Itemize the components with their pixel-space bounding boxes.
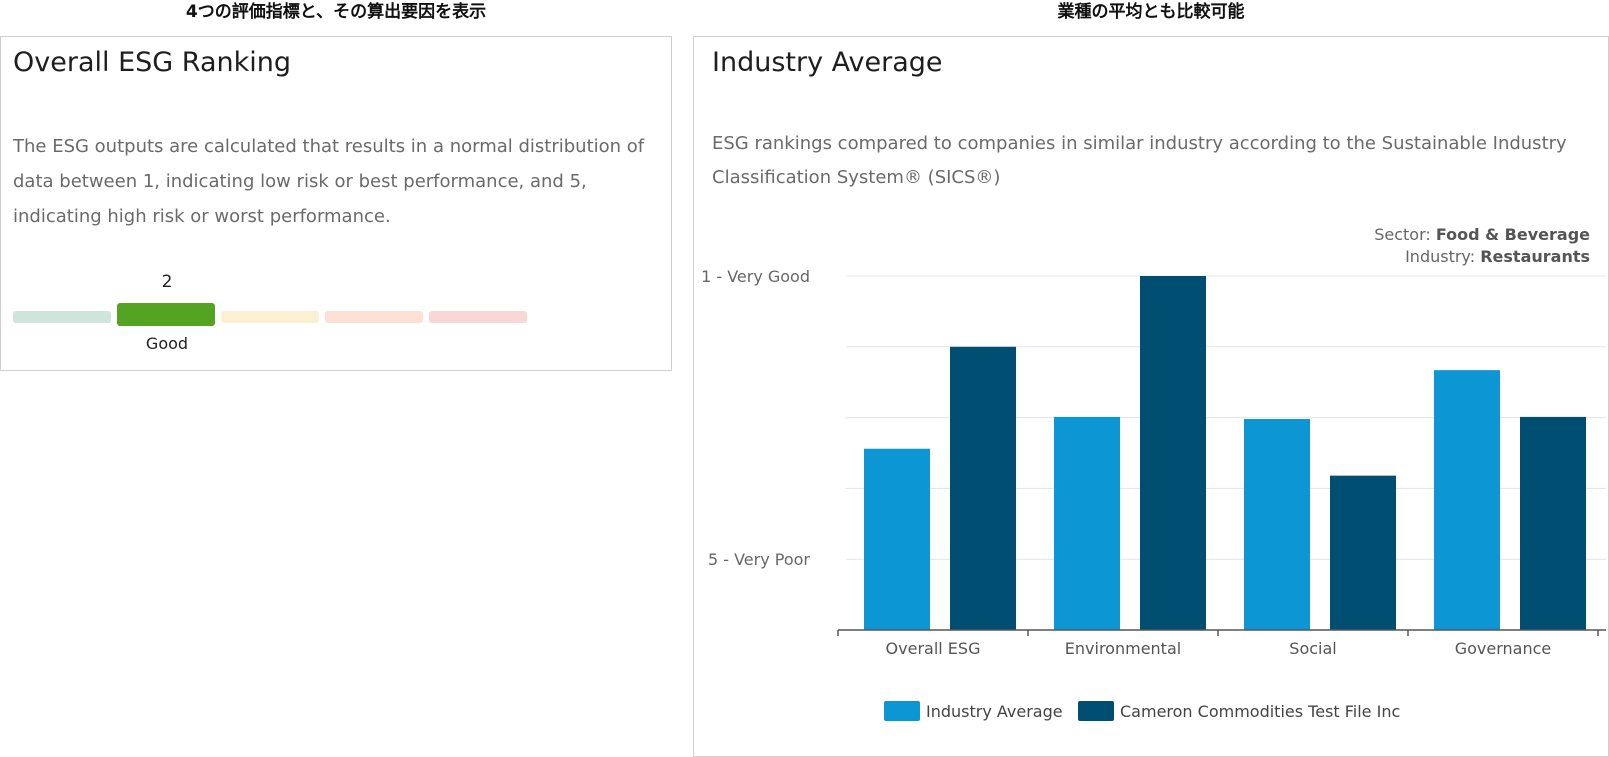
y-tick-label-1: 1 - Very Good	[701, 267, 810, 286]
bar-1-governance	[1520, 416, 1586, 630]
industry-card-description: ESG rankings compared to companies in si…	[712, 133, 1567, 188]
sector-value: Food & Beverage	[1435, 225, 1590, 244]
rank-value: 2	[161, 272, 173, 292]
bar-1-overall-esg	[950, 346, 1016, 630]
y-tick-label-2: 5 - Very Poor	[708, 550, 810, 569]
industry-label: Industry:	[1405, 247, 1476, 266]
caption-right: 業種の平均とも比較可能	[1057, 2, 1245, 22]
bar-0-governance	[1434, 370, 1500, 630]
industry-line: Industry: Restaurants	[1405, 247, 1590, 266]
ranking-card-description: The ESG outputs are calculated that resu…	[13, 136, 645, 227]
x-tick-label-2: Environmental	[1065, 639, 1181, 658]
legend-label-2: Cameron Commodities Test File Inc	[1120, 702, 1400, 721]
sector-line: Sector: Food & Beverage	[1374, 225, 1590, 244]
bar-1-environmental	[1140, 276, 1206, 630]
esg-comparison-bar-chart: 1 - Very Good 5 - Very Poor Overall ESG Env…	[701, 267, 1606, 721]
industry-card-title: Industry Average	[712, 47, 943, 78]
caption-left: 4つの評価指標と、その算出要因を表示	[185, 2, 487, 22]
ranking-scale-segment-2	[117, 303, 215, 326]
ranking-scale	[13, 303, 533, 337]
industry-average-card: Industry Average ESG rankings compared t…	[693, 36, 1609, 757]
legend-label-1: Industry Average	[926, 702, 1063, 721]
ranking-scale-segment-1	[13, 311, 111, 323]
x-tick-label-4: Governance	[1455, 639, 1552, 658]
ranking-scale-segment-4	[325, 311, 423, 323]
industry-value: Restaurants	[1480, 247, 1590, 266]
sector-label: Sector:	[1374, 225, 1431, 244]
bar-0-environmental	[1054, 416, 1120, 630]
legend-swatch-1	[884, 701, 920, 721]
x-tick-label-3: Social	[1289, 639, 1336, 658]
legend-swatch-2	[1078, 701, 1114, 721]
bar-1-social	[1330, 475, 1396, 630]
ranking-scale-segment-3	[221, 311, 319, 323]
ranking-scale-segment-5	[429, 311, 527, 323]
bar-0-social	[1244, 419, 1310, 630]
x-tick-label-1: Overall ESG	[886, 639, 981, 658]
bar-0-overall-esg	[864, 448, 930, 630]
rank-label: Good	[145, 334, 189, 353]
ranking-card-title: Overall ESG Ranking	[13, 47, 291, 78]
overall-esg-ranking-card: Overall ESG Ranking The ESG outputs are …	[0, 36, 672, 371]
